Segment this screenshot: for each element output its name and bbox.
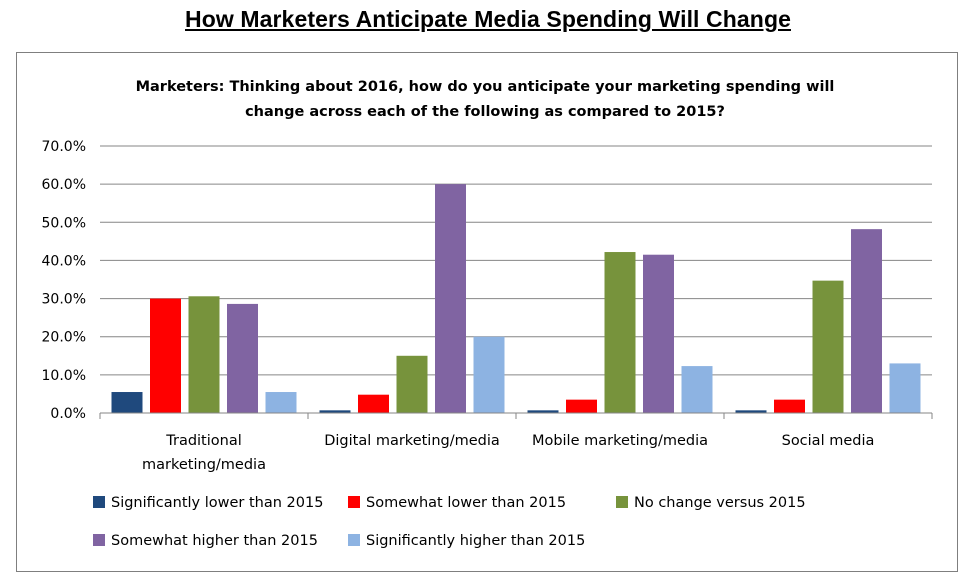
legend-swatch bbox=[348, 496, 360, 508]
bar bbox=[265, 392, 297, 413]
bar bbox=[527, 410, 559, 413]
bar bbox=[643, 254, 674, 413]
chart-title-line-1: Marketers: Thinking about 2016, how do y… bbox=[136, 79, 835, 95]
legend-label: Significantly lower than 2015 bbox=[111, 495, 323, 511]
bar bbox=[396, 355, 428, 413]
category-label: marketing/media bbox=[142, 457, 266, 473]
y-axis-ticks: 0.0% 10.0% 20.0% 30.0% 40.0% 50.0% 60.0% 70.0% bbox=[42, 139, 86, 422]
legend: Significantly lower than 2015 Somewhat lo… bbox=[93, 495, 806, 549]
y-tick-label: 20.0% bbox=[42, 330, 86, 346]
y-tick-label: 0.0% bbox=[50, 406, 86, 422]
legend-swatch bbox=[348, 534, 360, 546]
category-label: Mobile marketing/media bbox=[532, 433, 708, 449]
legend-label: Significantly higher than 2015 bbox=[366, 533, 585, 549]
legend-swatch bbox=[93, 496, 105, 508]
category-label: Social media bbox=[782, 433, 875, 449]
bar bbox=[188, 296, 220, 413]
bar bbox=[681, 366, 713, 413]
bar bbox=[604, 252, 636, 413]
legend-swatch bbox=[616, 496, 628, 508]
gridlines bbox=[100, 145, 932, 376]
bar-chart: Marketers: Thinking about 2016, how do y… bbox=[42, 79, 933, 549]
bar bbox=[227, 303, 258, 413]
bar bbox=[889, 363, 921, 413]
bars bbox=[111, 184, 921, 413]
y-tick-label: 30.0% bbox=[42, 292, 86, 308]
bar bbox=[358, 394, 389, 413]
bar bbox=[473, 336, 505, 413]
bar bbox=[812, 280, 844, 413]
category-label: Traditional bbox=[165, 433, 242, 449]
legend-swatch bbox=[93, 534, 105, 546]
legend-label: No change versus 2015 bbox=[634, 495, 806, 511]
page-title: How Marketers Anticipate Media Spending … bbox=[185, 6, 791, 32]
category-labels: Traditional marketing/media Digital market… bbox=[142, 433, 874, 473]
y-tick-label: 60.0% bbox=[42, 177, 86, 193]
y-tick-label: 50.0% bbox=[42, 215, 86, 231]
chart-title-line-2: change across each of the following as c… bbox=[245, 104, 725, 120]
bar bbox=[774, 399, 805, 413]
chart-frame: Marketers: Thinking about 2016, how do y… bbox=[16, 52, 958, 572]
y-tick-label: 70.0% bbox=[42, 139, 86, 155]
category-label: Digital marketing/media bbox=[324, 433, 500, 449]
y-tick-label: 40.0% bbox=[42, 253, 86, 269]
y-tick-label: 10.0% bbox=[42, 368, 86, 384]
bar bbox=[150, 298, 181, 413]
bar bbox=[435, 184, 466, 413]
x-axis bbox=[99, 412, 933, 419]
legend-label: Somewhat lower than 2015 bbox=[366, 495, 566, 511]
legend-label: Somewhat higher than 2015 bbox=[111, 533, 318, 549]
bar bbox=[851, 229, 882, 413]
bar bbox=[111, 392, 143, 413]
bar bbox=[735, 410, 767, 413]
bar bbox=[319, 410, 351, 413]
bar bbox=[566, 399, 597, 413]
